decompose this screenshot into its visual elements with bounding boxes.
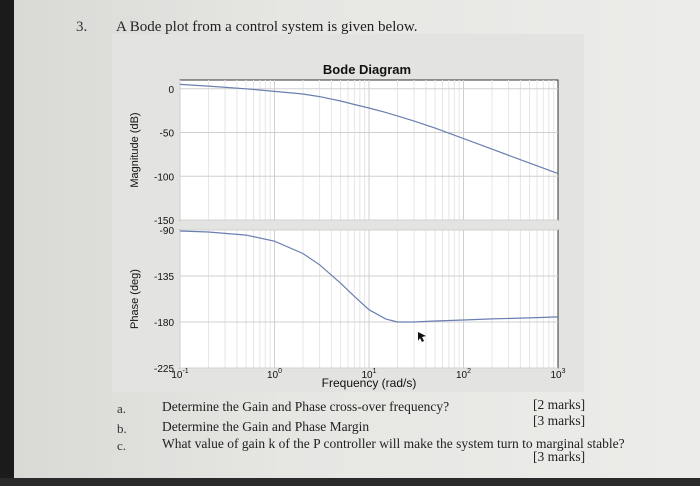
x-tick-label: 100	[267, 368, 282, 381]
subquestion-text: Determine the Gain and Phase cross-over …	[162, 399, 450, 414]
subquestion-letter: b.	[117, 421, 127, 436]
bode-figure: Bode Diagram 0 -50 -100 -150 -90 -135 -180 -225…	[112, 34, 584, 392]
phase-tick-label: -90	[160, 226, 175, 237]
x-tick-label: 103	[550, 368, 565, 381]
subquestion-marks: [3 marks]	[533, 449, 586, 464]
subquestion-text: Determine the Gain and Phase Margin	[162, 419, 370, 434]
magnitude-tick-label: 0	[168, 85, 174, 96]
bode-plot: Bode Diagram 0 -50 -100 -150-90 -135 -180 -225…	[129, 62, 566, 390]
phase-tick-label: -225	[154, 364, 174, 375]
magnitude-tick-label: -150	[154, 216, 174, 227]
phase-tick-label: -180	[154, 318, 174, 329]
question-number: 3.	[76, 19, 88, 35]
x-tick-label: 102	[456, 368, 471, 381]
phase-tick-label: -135	[154, 272, 174, 283]
chart-title: Bode Diagram	[323, 62, 411, 77]
x-tick-label: 10-1	[171, 368, 188, 381]
magnitude-tick-label: -100	[154, 172, 174, 183]
subquestion-letter: a.	[117, 401, 127, 416]
phase-grid	[179, 229, 558, 369]
magnitude-grid	[179, 80, 558, 221]
x-tick-label: 101	[361, 368, 376, 381]
subquestion-marks: [3 marks]	[533, 413, 586, 428]
magnitude-series-line	[179, 83, 559, 175]
x-axis-label: Frequency (rad/s)	[322, 376, 417, 390]
phase-series-line	[179, 230, 559, 323]
magnitude-axis-label: Magnitude (dB)	[129, 112, 141, 187]
magnitude-tick-label: -50	[160, 129, 175, 140]
subquestion-marks: [2 marks]	[533, 397, 586, 412]
subquestion-text: What value of gain k of the P controller…	[162, 436, 625, 451]
subquestion-letter: c.	[117, 438, 127, 453]
question-text: A Bode plot from a control system is giv…	[116, 19, 418, 35]
mouse-cursor-icon	[418, 332, 426, 342]
phase-axis-label: Phase (deg)	[129, 269, 141, 329]
screen-edge	[0, 478, 700, 486]
